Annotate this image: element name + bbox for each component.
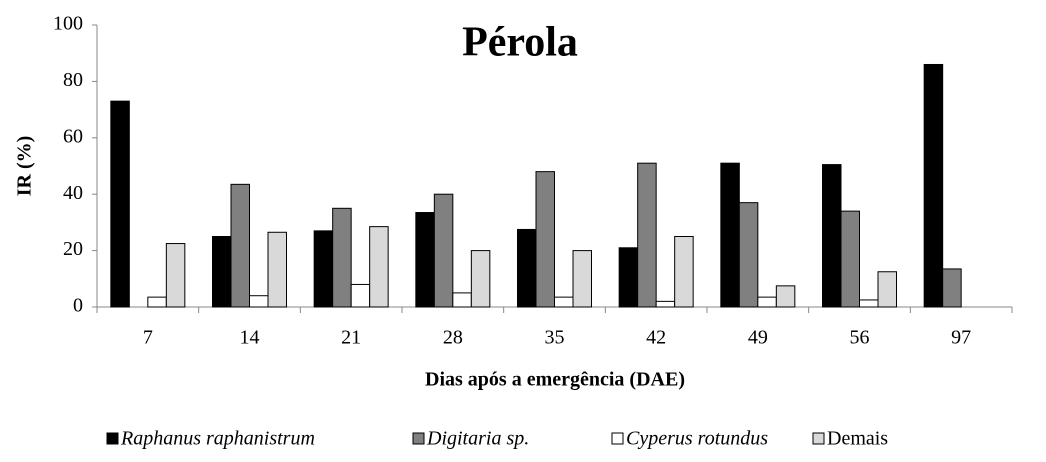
- bar: [332, 207, 352, 308]
- bar: [942, 268, 962, 308]
- bar: [655, 300, 676, 308]
- bar: [637, 162, 657, 308]
- bar: [877, 271, 897, 308]
- bar: [859, 299, 879, 308]
- bar: [822, 164, 842, 308]
- x-tick-label: 42: [646, 327, 666, 349]
- x-tick-label: 56: [850, 327, 870, 349]
- bar: [249, 295, 269, 308]
- bar: [110, 100, 130, 308]
- y-tick-label: 100: [53, 13, 83, 35]
- bar: [720, 162, 740, 308]
- legend-swatch: [412, 432, 425, 445]
- bar: [165, 243, 186, 308]
- bar: [572, 250, 592, 308]
- bar: [738, 202, 759, 308]
- x-tick-label: 21: [341, 327, 361, 349]
- bar: [517, 228, 537, 308]
- legend-swatch: [106, 432, 119, 445]
- bar: [840, 210, 860, 308]
- bar: [313, 230, 334, 308]
- bar: [618, 247, 639, 308]
- bar: [147, 296, 167, 308]
- legend-swatch: [611, 432, 624, 445]
- legend-swatch: [812, 432, 825, 445]
- legend-label: Digitaria sp.: [426, 428, 529, 450]
- chart-title: Pérola: [462, 20, 578, 66]
- x-tick-label: 49: [748, 327, 768, 349]
- y-tick-label: 20: [63, 238, 83, 260]
- x-tick-label: 35: [545, 327, 565, 349]
- x-axis-label: Dias após a emergência (DAE): [425, 369, 685, 391]
- bar: [775, 285, 796, 308]
- bar: [350, 283, 371, 308]
- legend-label: Raphanus raphanistrum: [120, 428, 315, 450]
- bar: [470, 250, 491, 308]
- bar: [212, 236, 232, 308]
- legend-label: Cyperus rotundus: [626, 428, 768, 450]
- bar: [267, 231, 287, 308]
- bar: [923, 63, 944, 308]
- bar: [452, 292, 472, 308]
- y-tick-label: 60: [63, 125, 83, 147]
- bar: [535, 171, 555, 308]
- bar: [369, 226, 389, 308]
- bar: [415, 212, 435, 308]
- y-axis-label: IR (%): [14, 136, 36, 197]
- y-tick-label: 0: [73, 295, 83, 317]
- bar: [674, 236, 694, 308]
- bar: [757, 296, 777, 308]
- y-tick-label: 80: [63, 69, 83, 91]
- x-tick-label: 14: [240, 327, 260, 349]
- bar: [554, 296, 574, 308]
- y-tick-label: 40: [63, 182, 83, 204]
- x-tick-label: 7: [143, 327, 153, 349]
- x-tick-label: 28: [443, 327, 463, 349]
- legend-label: Demais: [827, 428, 888, 450]
- bar: [433, 193, 454, 308]
- x-tick-label: 97: [951, 327, 971, 349]
- bar: [230, 183, 250, 308]
